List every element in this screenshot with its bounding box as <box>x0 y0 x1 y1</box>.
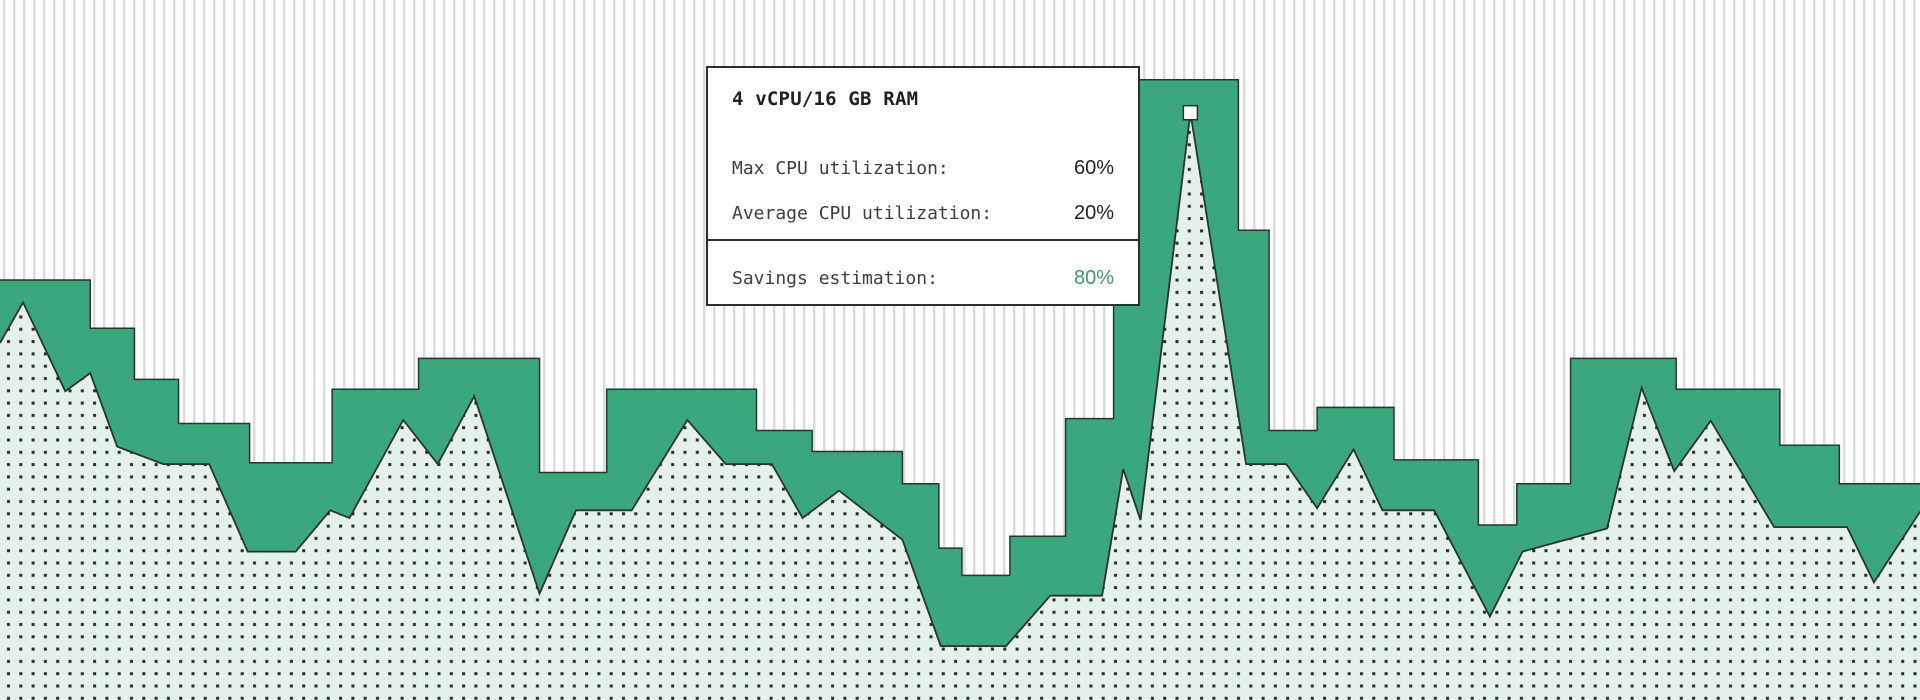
tooltip-divider <box>708 239 1138 241</box>
cpu-usage-area <box>0 112 1920 700</box>
savings-label: Savings estimation: <box>732 267 938 289</box>
savings-value: 80% <box>1073 266 1114 289</box>
cpu-usage-line <box>0 112 1920 647</box>
tooltip-row-max-cpu: Max CPU utilization: 60% <box>732 155 1114 181</box>
max-cpu-value: 60% <box>1073 156 1114 179</box>
instance-tooltip: 4 vCPU/16 GB RAM Max CPU utilization: 60… <box>706 66 1140 306</box>
tooltip-row-avg-cpu: Average CPU utilization: 20% <box>732 200 1114 226</box>
tooltip-row-savings: Savings estimation: 80% <box>732 265 1114 291</box>
peak-point-marker[interactable] <box>1182 104 1199 121</box>
tooltip-title: 4 vCPU/16 GB RAM <box>732 88 919 110</box>
avg-cpu-value: 20% <box>1073 201 1114 224</box>
max-cpu-label: Max CPU utilization: <box>732 157 949 179</box>
allocated-capacity-step-line <box>0 79 1920 577</box>
avg-cpu-label: Average CPU utilization: <box>732 202 993 224</box>
